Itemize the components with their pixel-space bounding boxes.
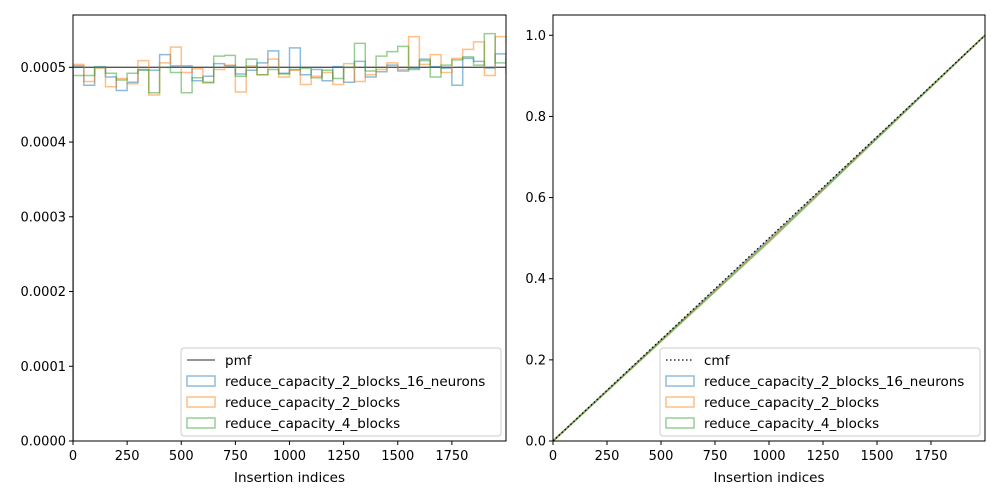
- y-tick-label: 0.2: [525, 353, 546, 368]
- x-tick-label: 250: [595, 449, 620, 464]
- legend-handle-reduce_capacity_2_blocks: [665, 396, 695, 408]
- y-tick-label: 0.0: [525, 435, 546, 450]
- legend-box: [180, 347, 502, 437]
- legend-box: [659, 347, 981, 437]
- legend-label-reduce_capacity_2_blocks_16_neurons: reduce_capacity_2_blocks_16_neurons: [704, 374, 964, 390]
- y-tick-label: 1.0: [525, 29, 546, 44]
- pmf-series-reduce_capacity_4_blocks: [73, 32, 506, 441]
- legend-label-reduce_capacity_4_blocks: reduce_capacity_4_blocks: [704, 416, 879, 432]
- cmf-reference-line: [553, 34, 985, 441]
- x-tick-label: 1250: [806, 449, 839, 464]
- cmf-marks: [553, 34, 985, 441]
- legend-handle-reduce_capacity_2_blocks: [186, 396, 216, 408]
- legend-handle-reduce_capacity_4_blocks: [665, 417, 695, 429]
- legend-label-reduce_capacity_4_blocks: reduce_capacity_4_blocks: [225, 416, 400, 432]
- x-tick-label: 1500: [381, 449, 414, 464]
- legend-handle-reduce_capacity_2_blocks_16_neurons: [186, 375, 216, 387]
- cmf-legend: cmf reduce_capacity_2_blocks_16_neuronsre…: [659, 347, 981, 437]
- cmf-x-axis-label: Insertion indices: [714, 470, 825, 486]
- x-tick-label: 1750: [435, 449, 468, 464]
- legend-handle-reduce_capacity_2_blocks_16_neurons: [665, 375, 695, 387]
- x-tick-label: 1500: [860, 449, 893, 464]
- x-tick-label: 750: [223, 449, 248, 464]
- cmf-y-ticks: 0.0 0.2 0.4 0.6 0.8 1.0: [525, 29, 553, 450]
- legend-label-reduce_capacity_2_blocks: reduce_capacity_2_blocks: [225, 395, 400, 411]
- pmf-x-ticks: 0 250 500 750 1000 1250 1500 1750: [69, 441, 468, 464]
- x-tick-label: 500: [649, 449, 674, 464]
- y-tick-label: 0.0002: [21, 285, 67, 300]
- legend-handle-reduce_capacity_4_blocks: [186, 417, 216, 429]
- y-tick-label: 0.6: [525, 191, 546, 206]
- y-tick-label: 0.0000: [21, 435, 67, 450]
- x-tick-label: 1250: [327, 449, 360, 464]
- x-tick-label: 0: [69, 449, 77, 464]
- cmf-series-reduce_capacity_4_blocks: [553, 34, 985, 441]
- x-tick-label: 250: [115, 449, 140, 464]
- pmf-legend: pmf reduce_capacity_2_blocks_16_neuronsre…: [180, 347, 502, 437]
- x-tick-label: 1750: [914, 449, 947, 464]
- y-tick-label: 0.0003: [21, 210, 67, 225]
- legend-label-pmf: pmf: [225, 353, 253, 369]
- cmf-panel: 0 250 500 750 1000 1250 1500 1750 0.00.20.40.60…: [525, 14, 986, 486]
- legend-label-cmf: cmf: [704, 353, 731, 369]
- x-tick-label: 750: [703, 449, 728, 464]
- x-tick-label: 1000: [273, 449, 306, 464]
- legend-label-reduce_capacity_2_blocks: reduce_capacity_2_blocks: [704, 395, 879, 411]
- pmf-panel: 0 250 500 750 1000 1250 1500 1750 0.00000.00010…: [21, 14, 507, 486]
- y-tick-label: 0.8: [525, 110, 546, 125]
- legend-label-reduce_capacity_2_blocks_16_neurons: reduce_capacity_2_blocks_16_neurons: [225, 374, 485, 390]
- x-tick-label: 0: [549, 449, 557, 464]
- pmf-y-ticks: 0.0000 0.0001 0.0002 0.0003 0.0004 0.0005: [21, 61, 73, 450]
- y-tick-label: 0.0005: [21, 61, 67, 76]
- y-tick-label: 0.4: [525, 272, 546, 287]
- pmf-x-axis-label: Insertion indices: [234, 470, 345, 486]
- x-tick-label: 500: [169, 449, 194, 464]
- pmf-marks: [73, 32, 506, 441]
- cmf-x-ticks: 0 250 500 750 1000 1250 1500 1750: [549, 441, 948, 464]
- y-tick-label: 0.0001: [21, 360, 67, 375]
- x-tick-label: 1000: [752, 449, 785, 464]
- y-tick-label: 0.0004: [21, 136, 67, 151]
